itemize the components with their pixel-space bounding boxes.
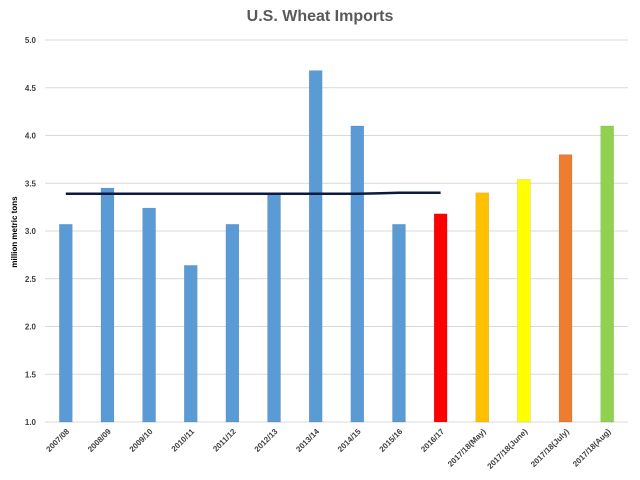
grid-lines bbox=[45, 39, 628, 423]
bar bbox=[308, 70, 323, 423]
y-tick-label: 2.5 bbox=[25, 275, 37, 284]
x-tick-label: 2010/11 bbox=[170, 427, 197, 454]
bar bbox=[433, 213, 448, 423]
y-axis-title: million metric tons bbox=[10, 196, 19, 268]
bar bbox=[517, 179, 531, 423]
x-tick-label: 2015/16 bbox=[378, 427, 405, 454]
x-tick-label: 2017/18(July) bbox=[529, 427, 571, 469]
bars bbox=[59, 70, 614, 423]
x-tick-label: 2012/13 bbox=[253, 427, 280, 454]
x-tick-labels: 2007/08 2008/09 2009/10 2010/11 2011/12 2012/… bbox=[44, 427, 612, 471]
y-tick-label: 2.0 bbox=[25, 323, 37, 332]
bar bbox=[392, 224, 406, 423]
x-tick-label: 2011/12 bbox=[211, 427, 238, 454]
bar bbox=[475, 192, 489, 423]
y-tick-labels: 1.0 1.5 2.0 2.5 3.0 3.5 4.0 4.5 5.0 bbox=[25, 36, 37, 427]
bar bbox=[100, 187, 115, 423]
bar bbox=[600, 125, 614, 423]
bar bbox=[59, 224, 73, 423]
y-tick-label: 4.5 bbox=[25, 84, 37, 93]
x-tick-label: 2017/18(Aug) bbox=[571, 427, 613, 469]
x-tick-label: 2009/10 bbox=[128, 427, 155, 454]
y-tick-label: 3.5 bbox=[25, 179, 37, 188]
y-tick-label: 5.0 bbox=[25, 36, 37, 45]
x-tick-label: 2014/15 bbox=[336, 427, 363, 454]
bar bbox=[184, 265, 198, 423]
x-tick-label: 2017/18(June) bbox=[486, 427, 530, 471]
bar bbox=[225, 224, 240, 423]
y-tick-label: 3.0 bbox=[25, 227, 37, 236]
x-tick-label: 2016/17 bbox=[419, 427, 446, 454]
y-tick-label: 1.0 bbox=[25, 418, 37, 427]
bar bbox=[142, 207, 156, 423]
x-tick-label: 2013/14 bbox=[294, 427, 321, 454]
bar bbox=[350, 125, 365, 423]
x-tick-label: 2007/08 bbox=[44, 427, 71, 454]
y-tick-label: 4.0 bbox=[25, 132, 37, 141]
x-tick-label: 2008/09 bbox=[86, 427, 113, 454]
bar bbox=[267, 194, 281, 423]
chart-title: U.S. Wheat Imports bbox=[246, 8, 394, 25]
x-tick-label: 2017/18(May) bbox=[446, 427, 488, 469]
reference-line-group bbox=[65, 191, 441, 196]
reference-line bbox=[65, 191, 441, 196]
bar bbox=[558, 154, 573, 423]
y-tick-label: 1.5 bbox=[25, 370, 37, 379]
